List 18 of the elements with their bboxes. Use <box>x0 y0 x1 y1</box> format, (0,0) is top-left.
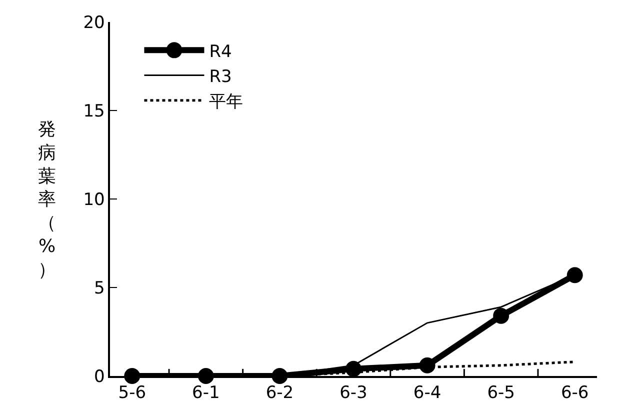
y-tick-label: 15 <box>83 101 105 122</box>
y-tick-label: 20 <box>83 12 105 33</box>
x-tick-label: 6-2 <box>266 383 294 404</box>
x-tick-label: 5-6 <box>118 383 146 404</box>
legend-label: R3 <box>209 66 232 87</box>
x-tick-label: 6-3 <box>340 383 368 404</box>
point <box>493 308 510 324</box>
point <box>566 267 583 284</box>
x-tick-label: 6-5 <box>487 383 515 404</box>
y-tick-label: 0 <box>94 366 105 387</box>
legend-label: R4 <box>209 42 232 62</box>
x-tick-label: 6-4 <box>413 383 442 404</box>
x-tick-label: 6-1 <box>192 383 220 404</box>
y-axis-title: 発病葉率（%） <box>38 119 56 280</box>
x-tick-label: 6-6 <box>560 383 589 404</box>
y-tick-label: 5 <box>94 278 105 298</box>
y-tick-label: 10 <box>83 190 105 210</box>
legend-label: 平年 <box>209 92 244 112</box>
